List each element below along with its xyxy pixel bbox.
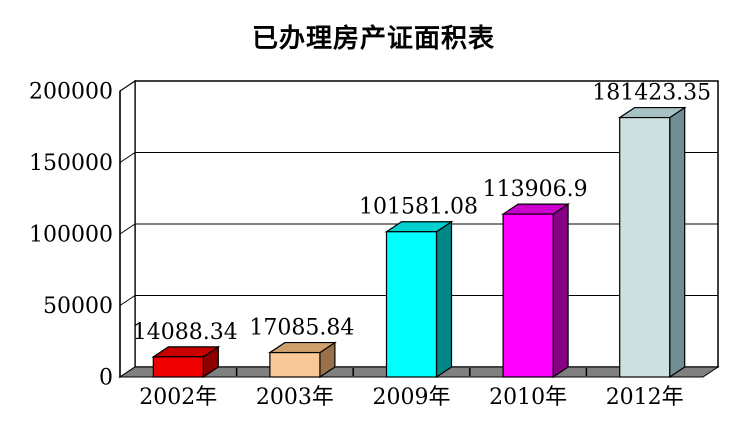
bar-front-face (502, 213, 554, 378)
bar-value-label: 101581.08 (359, 195, 478, 220)
gridline-connector (119, 223, 136, 235)
category-label: 2003年 (256, 385, 334, 410)
y-tick-label: 0 (99, 366, 113, 391)
bar-side-face (669, 106, 686, 379)
y-tick-label: 100000 (29, 223, 113, 248)
y-tick-label: 200000 (29, 80, 113, 105)
bar-value-label: 113906.9 (483, 177, 588, 202)
gridline-connector (119, 295, 136, 306)
category-label: 2002年 (139, 385, 217, 410)
category-label: 2009年 (373, 385, 451, 410)
bar-side-face (435, 220, 453, 379)
category-label: 2010年 (489, 385, 567, 410)
bar-value-label: 181423.35 (592, 81, 711, 106)
y-tick-label: 50000 (43, 294, 113, 319)
category-label: 2012年 (606, 385, 684, 410)
y-tick-label: 150000 (29, 151, 113, 176)
gridline-connector (119, 152, 136, 163)
bar-side-face (552, 202, 569, 379)
bar-value-label: 14088.34 (133, 320, 238, 345)
bar-value-label: 17085.84 (249, 316, 354, 341)
bar-front-face (619, 116, 671, 378)
bar-front-face (152, 356, 204, 378)
bar-front-face (269, 351, 321, 378)
chart-title: 已办理房产证面积表 (251, 24, 495, 54)
bar-front-face (385, 231, 438, 378)
